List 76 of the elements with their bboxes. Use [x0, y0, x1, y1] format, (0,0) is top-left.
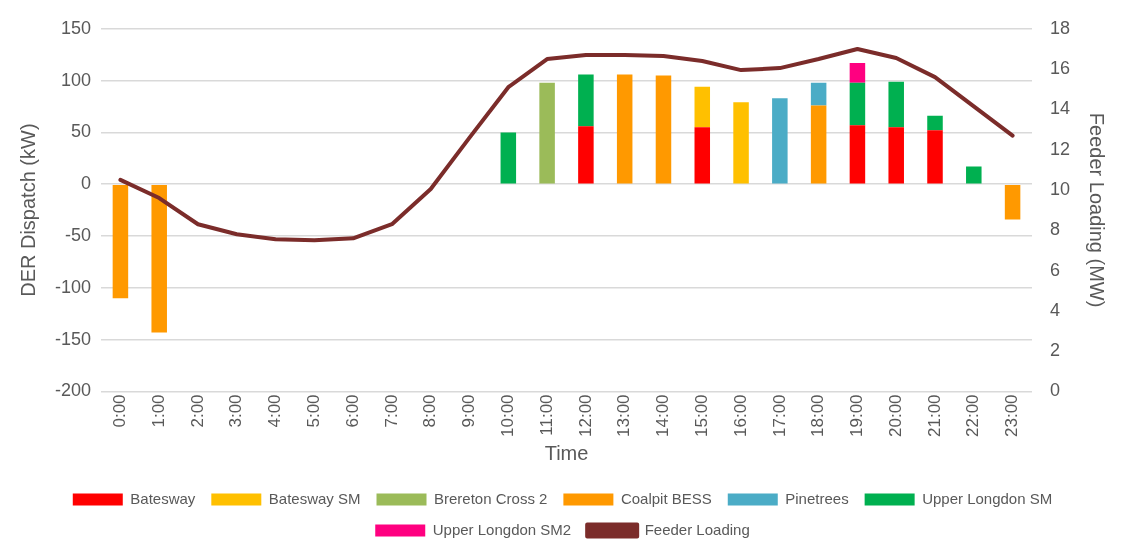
- legend-label: Feeder Loading: [644, 520, 750, 538]
- y2-axis-title: Feeder Loading (MW): [1086, 112, 1109, 308]
- y-tick-label: 100: [60, 69, 92, 90]
- bar: [849, 125, 866, 184]
- bar: [810, 105, 827, 184]
- bar: [616, 74, 633, 184]
- bar: [849, 82, 866, 126]
- x-tick-label: 10:00: [498, 394, 518, 438]
- y-tick-label: 150: [60, 17, 92, 38]
- y-tick-label: -200: [55, 380, 92, 401]
- x-tick-label: 13:00: [614, 394, 634, 438]
- y-tick-label: -50: [65, 225, 92, 245]
- x-tick-label: 7:00: [381, 394, 401, 428]
- y2-tick-label: 2: [1049, 340, 1060, 361]
- x-tick-label: 5:00: [304, 394, 324, 428]
- bar: [927, 130, 943, 184]
- legend-label: Batesway: [130, 489, 196, 507]
- y2-tick-label: 6: [1049, 259, 1060, 280]
- y2-tick-label: 10: [1049, 178, 1071, 199]
- bar: [810, 82, 827, 106]
- x-tick-label: 8:00: [420, 394, 440, 428]
- x-tick-label: 19:00: [847, 394, 867, 438]
- x-tick-label: 4:00: [265, 394, 285, 428]
- legend-label: Coalpit BESS: [620, 489, 712, 507]
- x-tick-label: 0:00: [110, 394, 130, 428]
- x-tick-label: 16:00: [730, 394, 750, 438]
- y-tick-label: 50: [71, 121, 92, 142]
- y2-tick-label: 8: [1049, 219, 1060, 240]
- x-tick-label: 2:00: [187, 394, 207, 428]
- bar: [578, 126, 594, 184]
- bar: [966, 166, 982, 184]
- y-tick-label: -100: [55, 276, 92, 297]
- y2-tick-label: 0: [1049, 380, 1060, 401]
- legend-label: Upper Longdon SM2: [432, 520, 572, 538]
- x-tick-label: 11:00: [536, 394, 556, 436]
- y-axis-title: DER Dispatch (kW): [16, 123, 39, 297]
- bar: [151, 184, 167, 333]
- y-tick-label: -150: [55, 328, 92, 349]
- bar: [500, 132, 517, 184]
- legend-label: Batesway SM: [268, 489, 361, 507]
- x-tick-label: 14:00: [653, 394, 673, 438]
- x-tick-label: 21:00: [924, 394, 944, 438]
- bar: [694, 86, 711, 128]
- x-tick-label: 3:00: [226, 394, 246, 428]
- x-tick-label: 20:00: [885, 394, 905, 438]
- x-tick-label: 17:00: [769, 394, 789, 438]
- bar: [849, 62, 866, 83]
- y2-tick-label: 18: [1049, 17, 1071, 38]
- y2-tick-label: 14: [1049, 98, 1071, 119]
- x-axis-title: Time: [544, 441, 589, 464]
- legend-label: Upper Longdon SM: [922, 489, 1053, 507]
- x-tick-label: 1:00: [148, 394, 168, 428]
- bar: [578, 74, 594, 127]
- bar: [733, 102, 749, 184]
- bar: [888, 127, 904, 184]
- x-tick-label: 12:00: [575, 394, 595, 438]
- y2-tick-label: 12: [1049, 138, 1071, 159]
- bar: [888, 81, 904, 128]
- y2-tick-label: 4: [1049, 299, 1060, 320]
- bar: [694, 127, 711, 184]
- x-tick-label: 15:00: [691, 394, 711, 438]
- y2-tick-label: 16: [1049, 58, 1071, 79]
- bar: [539, 82, 555, 184]
- bar: [655, 75, 672, 184]
- bar: [927, 115, 943, 131]
- x-tick-label: 9:00: [459, 394, 479, 428]
- x-tick-label: 22:00: [963, 394, 983, 438]
- x-tick-label: 6:00: [342, 394, 362, 428]
- legend-label: Brereton Cross 2: [434, 489, 548, 507]
- x-tick-label: 23:00: [1002, 394, 1022, 438]
- bar: [1004, 184, 1021, 220]
- bar: [112, 184, 129, 299]
- y-tick-label: 0: [81, 173, 92, 194]
- bar: [772, 98, 788, 184]
- legend-label: Pinetrees: [785, 489, 849, 507]
- x-tick-label: 18:00: [808, 394, 828, 438]
